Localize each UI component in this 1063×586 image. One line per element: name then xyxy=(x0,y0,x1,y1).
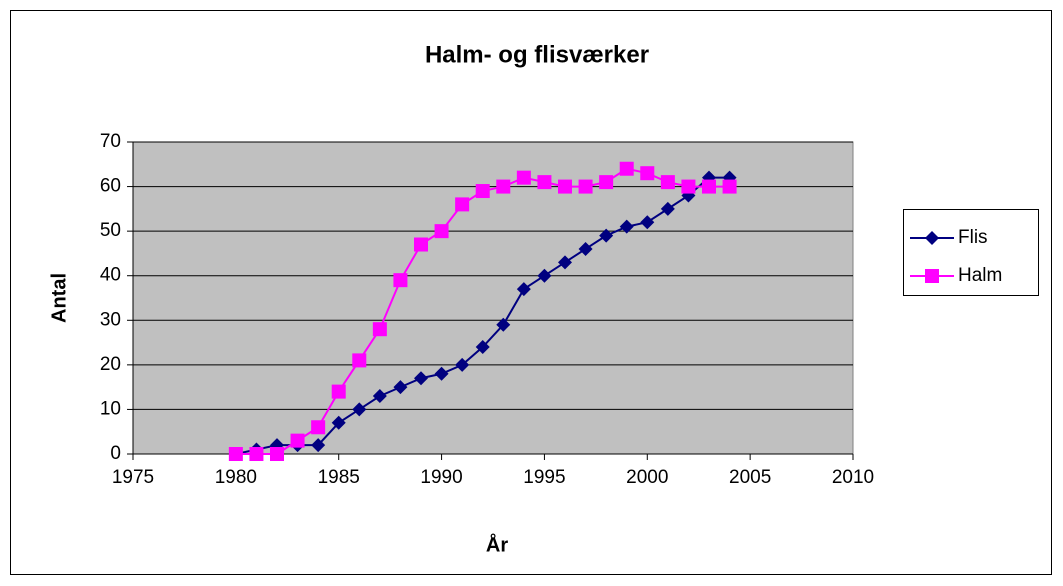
marker xyxy=(619,161,634,176)
marker xyxy=(496,317,511,332)
marker xyxy=(352,353,367,368)
y-tick-label: 50 xyxy=(100,220,121,241)
marker xyxy=(249,447,264,461)
marker xyxy=(290,433,305,448)
marker xyxy=(516,282,531,297)
marker xyxy=(599,228,614,243)
y-tick-label: 60 xyxy=(100,176,121,197)
marker xyxy=(660,175,675,190)
chart-title: Halm- og flisværker xyxy=(425,41,649,68)
x-axis-title: År xyxy=(486,532,508,556)
x-tick-label: 1990 xyxy=(420,467,462,488)
legend-label: Flis xyxy=(958,227,988,248)
marker xyxy=(434,366,449,381)
marker xyxy=(640,166,655,181)
x-tick-label: 1980 xyxy=(215,467,257,488)
marker xyxy=(925,231,939,245)
marker xyxy=(393,380,408,395)
marker xyxy=(516,170,531,185)
marker xyxy=(372,322,387,337)
marker xyxy=(681,179,696,194)
marker xyxy=(640,215,655,230)
marker xyxy=(270,447,284,461)
y-tick-label: 10 xyxy=(100,398,121,419)
marker xyxy=(414,371,428,386)
marker xyxy=(619,219,634,234)
marker xyxy=(599,175,614,190)
marker xyxy=(496,179,511,194)
marker xyxy=(475,184,490,199)
plot-area xyxy=(132,141,854,455)
legend-label: Halm xyxy=(958,265,1002,286)
marker xyxy=(372,389,387,404)
marker xyxy=(537,175,552,190)
marker xyxy=(331,384,346,399)
y-tick-label: 0 xyxy=(110,443,121,464)
x-tick-label: 1995 xyxy=(523,467,565,488)
marker xyxy=(475,340,490,355)
marker xyxy=(558,179,572,194)
marker xyxy=(434,224,449,239)
marker xyxy=(455,197,470,212)
marker xyxy=(228,447,243,461)
marker xyxy=(331,415,346,430)
y-axis-title: Antal xyxy=(48,273,70,323)
x-tick-label: 2000 xyxy=(626,467,668,488)
marker xyxy=(722,179,737,194)
x-tick-label: 1985 xyxy=(318,467,360,488)
y-tick-label: 70 xyxy=(100,131,121,152)
marker xyxy=(702,179,716,194)
y-tick-label: 40 xyxy=(100,265,121,286)
x-tick-label: 2010 xyxy=(832,467,874,488)
marker xyxy=(578,241,593,256)
marker xyxy=(578,179,593,194)
marker xyxy=(414,237,428,252)
marker xyxy=(925,269,939,283)
marker xyxy=(660,201,675,216)
y-tick-label: 20 xyxy=(100,354,121,375)
marker xyxy=(537,268,552,283)
marker xyxy=(393,273,408,288)
marker xyxy=(455,357,470,372)
x-tick-label: 1975 xyxy=(112,467,154,488)
marker xyxy=(311,438,326,453)
y-tick-label: 30 xyxy=(100,309,121,330)
marker xyxy=(311,420,326,435)
x-tick-label: 2005 xyxy=(729,467,771,488)
marker xyxy=(352,402,367,417)
marker xyxy=(558,255,572,270)
